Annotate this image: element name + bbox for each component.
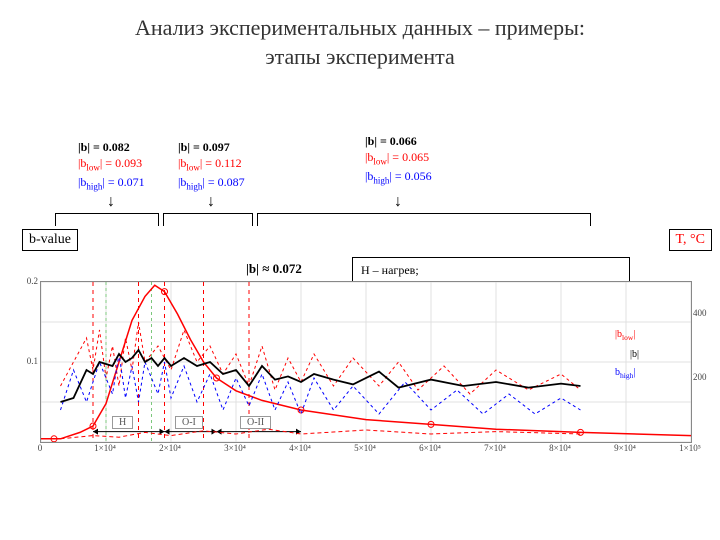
g3-bhigh-sub: high (373, 175, 389, 185)
y-ticks-left: 0.10.2 (18, 281, 38, 441)
g1-b: |b| = 0.082 (78, 139, 145, 155)
yR-tick: 200 (693, 372, 707, 382)
x-tick: 2×10⁴ (159, 443, 181, 453)
g3-b: |b| = 0.066 (365, 133, 432, 149)
phase-O1: О-I (175, 416, 203, 429)
g3-blow-sub: low (373, 157, 387, 167)
anno-group-1: |b| = 0.082 |blow| = 0.093 |bhigh| = 0.0… (78, 139, 145, 192)
chart-plot (40, 281, 692, 443)
yL-tick: 0.2 (27, 276, 38, 286)
b-approx-label: |b| ≈ 0.072 (246, 261, 302, 277)
page-title: Анализ экспериментальных данных – пример… (0, 0, 720, 71)
yL-tick: 0.1 (27, 356, 38, 366)
g1-blow-sub: low (86, 163, 100, 173)
title-line2: этапы эксперимента (0, 43, 720, 72)
legend-l1: Н – нагрев; (361, 262, 621, 278)
g2-bhigh-post: | = 0.087 (202, 175, 244, 189)
arrow-2: ↓ (204, 193, 218, 211)
g2-b: |b| = 0.097 (178, 139, 245, 155)
g2-blow-post: | = 0.112 (200, 156, 242, 170)
x-tick: 1×10⁴ (94, 443, 116, 453)
g1-bhigh: |bhigh| = 0.071 (78, 174, 145, 193)
yR-tick: 400 (693, 308, 707, 318)
series-label-b: |b| (630, 349, 639, 360)
x-tick: 4×10⁴ (289, 443, 311, 453)
x-tick: 1×10⁵ (679, 443, 701, 453)
g2-blow: |blow| = 0.112 (178, 155, 245, 174)
phase-H: Н (112, 416, 133, 429)
g1-bhigh-post: | = 0.071 (102, 175, 144, 189)
g1-bhigh-sub: high (86, 181, 102, 191)
g2-blow-sub: low (186, 163, 200, 173)
x-tick: 5×10⁴ (354, 443, 376, 453)
g3-bhigh: |bhigh| = 0.056 (365, 168, 432, 187)
x-tick: 6×10⁴ (419, 443, 441, 453)
figure-stage: |b| = 0.082 |blow| = 0.093 |bhigh| = 0.0… (0, 81, 720, 481)
g3-bhigh-post: | = 0.056 (389, 169, 431, 183)
g1-blow-post: | = 0.093 (100, 156, 142, 170)
arrow-3: ↓ (391, 193, 405, 211)
y-ticks-right: 200 400 (693, 281, 719, 441)
g2-bhigh-sub: high (186, 181, 202, 191)
g3-blow: |blow| = 0.065 (365, 149, 432, 168)
series-label-blow: |blow| (615, 329, 635, 342)
series-label-bhigh: bhigh| (615, 367, 635, 380)
chart-svg (41, 282, 691, 442)
phase-O2: О-II (240, 416, 271, 429)
x-tick: 8×10⁴ (549, 443, 571, 453)
bracket-3 (257, 213, 591, 226)
anno-group-3: |b| = 0.066 |blow| = 0.065 |bhigh| = 0.0… (365, 133, 432, 186)
g2-bhigh: |bhigh| = 0.087 (178, 174, 245, 193)
g3-blow-post: | = 0.065 (387, 150, 429, 164)
x-tick: 9×10⁴ (614, 443, 636, 453)
g1-blow: |blow| = 0.093 (78, 155, 145, 174)
bracket-2 (163, 213, 253, 226)
y-axis-right-label: T, °C (669, 229, 712, 251)
title-line1: Анализ экспериментальных данных – пример… (0, 14, 720, 43)
bracket-1 (55, 213, 159, 226)
x-tick: 0 (38, 443, 43, 453)
arrow-1: ↓ (104, 193, 118, 211)
x-tick: 7×10⁴ (484, 443, 506, 453)
y-axis-left-label: b-value (22, 229, 78, 251)
anno-group-2: |b| = 0.097 |blow| = 0.112 |bhigh| = 0.0… (178, 139, 245, 192)
x-tick: 3×10⁴ (224, 443, 246, 453)
